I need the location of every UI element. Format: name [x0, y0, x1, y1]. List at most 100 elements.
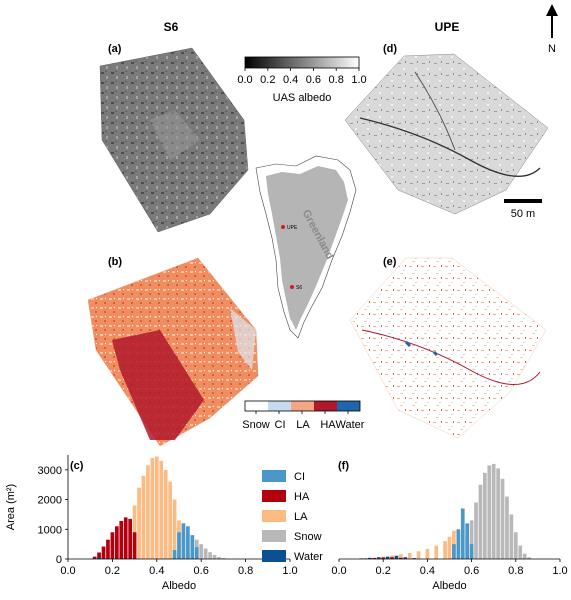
bar-snow — [487, 465, 492, 559]
class-swatch-ha — [314, 401, 337, 411]
class-swatch-water — [337, 401, 360, 411]
bar-snow — [478, 484, 483, 559]
class-label-water: Water — [336, 419, 365, 431]
x-tick-label: 0.8 — [508, 565, 523, 577]
legend-swatch-ci — [262, 470, 286, 482]
bar-ci — [460, 508, 465, 559]
bar-ha — [132, 532, 137, 559]
x-tick-label: 0.4 — [149, 565, 164, 577]
bar-ha — [372, 557, 377, 559]
bar-la — [163, 469, 168, 559]
panel-label-d: (d) — [383, 43, 397, 55]
bar-snow — [518, 545, 523, 559]
site-s6-marker — [290, 285, 294, 289]
s6-classified-map — [87, 257, 259, 447]
bar-water — [376, 557, 381, 559]
bar-water — [101, 558, 106, 559]
bar-water — [97, 557, 101, 559]
bar-snow — [509, 514, 514, 559]
col-title-upe: UPE — [435, 20, 460, 34]
histogram-c: 0.0 0.2 0.4 0.6 0.8 1.0 Albedo 0 1000 2000 3000 Are… — [5, 455, 298, 592]
bar-water — [403, 557, 408, 559]
bar-la — [150, 457, 155, 559]
north-arrow: N — [546, 4, 558, 55]
bar-ha — [97, 552, 101, 559]
albedo-tick-label: 0.0 — [237, 74, 252, 86]
bar-water — [394, 555, 399, 559]
x-tick-label: 0.2 — [105, 565, 120, 577]
bar-la — [447, 536, 452, 559]
bar-snow — [522, 553, 527, 559]
bar-ha — [119, 520, 124, 559]
bar-ci — [194, 547, 199, 559]
legend: CI HA LA Snow Water — [262, 470, 323, 563]
bar-snow — [483, 472, 487, 559]
albedo-tick-label: 1.0 — [351, 74, 366, 86]
y-tick-label: 3000 — [38, 465, 62, 477]
bar-la — [141, 475, 146, 559]
class-label-la: LA — [296, 419, 310, 431]
bar-snow — [469, 520, 474, 559]
bar-ha — [114, 526, 119, 559]
bar-snow — [221, 558, 226, 559]
bar-ci — [456, 529, 461, 559]
albedo-tick-label: 0.6 — [306, 74, 321, 86]
bar-la — [416, 551, 421, 559]
bar-snow — [217, 556, 221, 559]
y-tick-label: 2000 — [38, 495, 62, 507]
bar-ci — [181, 523, 186, 559]
site-upe-label: UPE — [287, 225, 298, 231]
panel-label-b: (b) — [108, 256, 122, 268]
bar-water — [92, 558, 97, 559]
bar-ci — [452, 544, 456, 559]
bar-la — [399, 554, 403, 559]
y-axis-label: Area (m²) — [5, 484, 17, 530]
greenland-map: Greenland UPE S6 — [255, 155, 357, 339]
bar-ci — [177, 532, 181, 559]
bar-la — [168, 481, 172, 559]
bar-snow — [474, 502, 478, 559]
upe-classified-map — [349, 257, 547, 439]
north-label: N — [548, 43, 556, 55]
s6-albedo-image — [99, 47, 249, 233]
x-tick-label: 0.8 — [238, 565, 253, 577]
bar-la — [425, 548, 430, 559]
bar-water — [368, 557, 372, 559]
legend-swatch-la — [262, 510, 286, 522]
class-swatch-snow — [245, 401, 268, 411]
x-tick-label: 1.0 — [282, 565, 297, 577]
albedo-tick-label: 0.2 — [260, 74, 275, 86]
legend-label-ha: HA — [294, 491, 310, 503]
bar-snow — [496, 468, 500, 559]
bar-ha — [110, 532, 115, 559]
legend-label-ci: CI — [294, 471, 305, 483]
class-label-ci: CI — [275, 419, 286, 431]
bar-ha — [381, 557, 386, 559]
bar-ha — [92, 556, 97, 559]
upe-albedo-image — [344, 53, 549, 215]
bar-snow — [491, 463, 496, 559]
albedo-tick-label: 0.8 — [329, 74, 344, 86]
class-swatch-ci — [268, 401, 291, 411]
bar-la — [172, 499, 177, 559]
bar-la — [443, 541, 447, 559]
albedo-tick-label: 0.4 — [283, 74, 298, 86]
bar-la — [137, 487, 141, 559]
x-tick-label: 0.2 — [376, 565, 391, 577]
legend-swatch-ha — [262, 490, 286, 502]
y-tick-label: 1000 — [38, 524, 62, 536]
x-tick-label: 0.6 — [194, 565, 209, 577]
panel-label-c: (c) — [70, 460, 84, 472]
bar-ci — [469, 544, 474, 559]
bar-ci — [465, 523, 470, 559]
bar-ci — [172, 550, 177, 559]
bar-ci — [190, 535, 195, 559]
bar-snow — [208, 552, 212, 559]
class-swatch-la — [291, 401, 314, 411]
albedo-colorbar: 0.0 0.2 0.4 0.6 0.8 1.0 UAS albedo — [237, 56, 367, 104]
bar-water — [385, 556, 390, 559]
x-axis-label: Albedo — [432, 580, 466, 592]
class-label-ha: HA — [320, 419, 336, 431]
bar-snow — [199, 544, 204, 559]
